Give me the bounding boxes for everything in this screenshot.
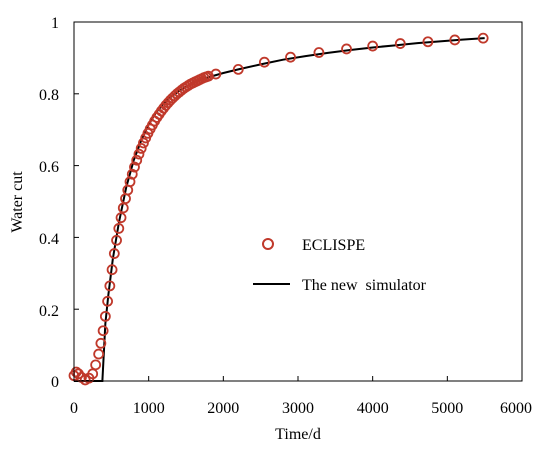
legend: ECLISPE The new simulator [253, 237, 427, 294]
legend-marker-ecliSPE [262, 238, 274, 250]
x-tick-label: 1000 [133, 400, 165, 417]
data-point-eclispe [93, 348, 105, 360]
data-point-eclispe [135, 142, 147, 154]
x-tick-label: 3000 [282, 400, 314, 417]
x-tick-label: 2000 [207, 400, 239, 417]
data-point-eclispe [232, 63, 244, 75]
data-point-eclispe [102, 295, 113, 307]
y-tick-label: 0.4 [39, 231, 59, 248]
data-point-eclispe [367, 40, 379, 52]
y-tick-label: 0.8 [39, 87, 59, 104]
series-line-new-simulator [74, 37, 485, 382]
plot-area [68, 32, 489, 386]
data-point-eclispe [113, 223, 125, 234]
data-point-eclispe [115, 212, 127, 224]
y-tick-label: 0.6 [39, 159, 59, 176]
data-point-eclispe [108, 248, 120, 259]
plot-frame [73, 21, 523, 382]
legend-label-new-simulator: The new simulator [302, 277, 427, 294]
data-point-eclispe [106, 264, 118, 276]
data-point-eclispe [258, 56, 270, 68]
data-point-eclispe [394, 38, 406, 49]
data-point-eclispe [90, 359, 102, 371]
data-point-eclispe [138, 137, 149, 149]
data-point-eclispe [99, 310, 111, 322]
data-point-eclispe [133, 148, 145, 160]
axes [73, 21, 523, 382]
data-point-eclispe [97, 325, 109, 337]
data-point-eclispe [126, 168, 138, 180]
x-tick-label: 6000 [500, 400, 532, 417]
x-axis-title: Time/d [275, 426, 321, 443]
data-point-eclispe [124, 176, 136, 188]
data-point-eclispe [210, 68, 222, 80]
data-point-eclispe [202, 70, 214, 82]
x-tick-label: 0 [70, 400, 78, 417]
y-tick-label: 0.2 [39, 303, 59, 320]
data-point-eclispe [313, 47, 325, 58]
data-point-eclispe [131, 154, 143, 166]
x-tick-label: 5000 [431, 400, 463, 417]
y-axis-title: Water cut [9, 171, 26, 233]
data-point-eclispe [477, 32, 489, 44]
y-tick-label: 1 [51, 15, 59, 32]
legend-label-eclispe: ECLISPE [302, 237, 365, 254]
data-point-eclispe [104, 280, 116, 292]
y-tick-labels: 0 0.2 0.4 0.6 0.8 1 [39, 15, 59, 391]
y-tick-label: 0 [51, 374, 59, 391]
x-tick-labels: 0 1000 2000 3000 4000 5000 6000 [70, 400, 532, 417]
data-point-eclispe [95, 337, 107, 349]
data-point-eclispe [449, 34, 461, 46]
x-tick-label: 4000 [357, 400, 389, 417]
data-point-eclispe [422, 36, 434, 48]
data-point-eclispe [285, 51, 296, 63]
data-point-eclispe [129, 161, 140, 173]
data-point-eclispe [341, 43, 352, 55]
data-point-eclispe [111, 234, 122, 246]
